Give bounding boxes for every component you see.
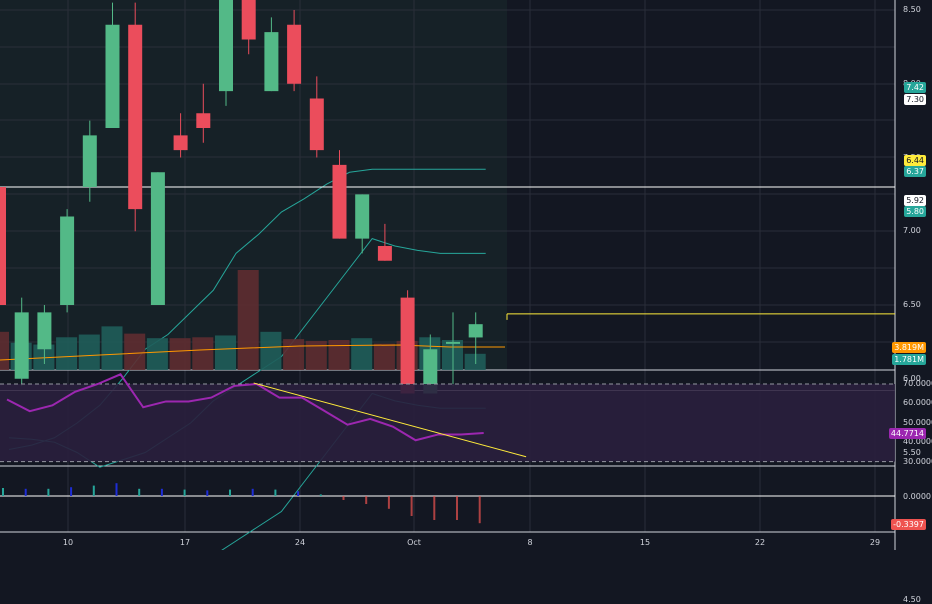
candle-body — [241, 0, 256, 40]
volume-bar — [351, 338, 373, 370]
volume-ma-tag: 3.819M — [892, 342, 926, 353]
macd-value-tag: -0.3397 — [891, 519, 926, 530]
volume-bar — [78, 334, 100, 370]
rsi-axis-label: 40.0000 — [903, 437, 932, 447]
volume-bar — [124, 333, 146, 370]
candle-body — [196, 113, 211, 128]
time-axis-label: 29 — [869, 538, 881, 547]
rsi-value-tag: 44.7714 — [888, 428, 926, 439]
volume-tag: 1.781M — [892, 354, 926, 365]
time-axis-label: 22 — [754, 538, 766, 547]
time-axis-label: Oct — [407, 538, 421, 547]
price-axis-label: 4.50 — [903, 595, 921, 604]
volume-bar — [328, 340, 350, 370]
volume-bar — [169, 338, 191, 370]
candle-body — [0, 187, 6, 305]
volume-ma-line — [0, 344, 505, 361]
price-axis-label: 6.00 — [903, 373, 921, 383]
candle-body — [150, 172, 165, 305]
volume-bar — [373, 343, 395, 370]
yellow-line-tag: 6.44 — [904, 155, 926, 166]
volume-bar — [215, 335, 236, 370]
hline-upper-tag: 7.30 — [904, 94, 926, 105]
time-axis-label: 17 — [179, 538, 191, 547]
volume-bar — [192, 337, 214, 370]
candle-body — [423, 349, 438, 394]
volume-bar — [237, 270, 259, 370]
candle-body — [309, 98, 324, 151]
candle-body — [355, 194, 370, 239]
bb-upper-tag: 7.42 — [904, 82, 926, 93]
price-axis-label: 5.50 — [903, 447, 921, 457]
last-price-tag: 6.37 — [904, 166, 926, 177]
candle-body — [468, 324, 483, 338]
price-axis-label: 6.50 — [903, 300, 921, 309]
volume-bar — [146, 338, 168, 370]
candle-body — [60, 216, 75, 305]
candle-body — [173, 135, 188, 151]
candle-body — [400, 297, 415, 394]
candle-body — [377, 246, 392, 261]
candle-body — [446, 341, 460, 344]
candle-body — [287, 24, 302, 84]
candle-body — [219, 0, 233, 92]
macd-zero-label: 0.0000 — [903, 492, 931, 501]
price-axis-label: 8.50 — [903, 5, 921, 14]
price-axis-label: 7.00 — [903, 226, 921, 236]
rsi-trendline — [253, 382, 527, 458]
volume-bar — [56, 337, 78, 370]
candle-body — [128, 24, 143, 210]
volume-bar — [305, 340, 327, 370]
time-axis-label: 24 — [294, 538, 306, 547]
time-axis-label: 10 — [62, 538, 74, 547]
rsi-axis-label: 60.0000 — [903, 398, 932, 408]
candle-body — [264, 32, 279, 92]
rsi-axis-label: 70.0000 — [903, 379, 932, 388]
trading-chart[interactable] — [0, 0, 932, 550]
volume-bar — [260, 331, 282, 370]
volume-bar — [0, 331, 9, 370]
rsi-axis-label: 50.0000 — [903, 417, 932, 427]
volume-bar — [101, 326, 123, 370]
rsi-band — [0, 384, 895, 462]
volume-bar — [283, 339, 305, 370]
time-axis-label: 15 — [639, 538, 651, 547]
rsi-line — [6, 373, 484, 442]
candle-body — [332, 164, 347, 239]
candle-body — [105, 24, 120, 128]
hline-lower-tag: 5.92 — [904, 195, 926, 206]
candle-body — [37, 312, 52, 350]
bb-lower-tag: 5.80 — [904, 206, 926, 217]
candle-body — [82, 135, 97, 187]
rsi-axis-label: 30.0000 — [903, 456, 932, 466]
candle-body — [14, 312, 29, 379]
time-axis-label: 8 — [527, 538, 533, 547]
